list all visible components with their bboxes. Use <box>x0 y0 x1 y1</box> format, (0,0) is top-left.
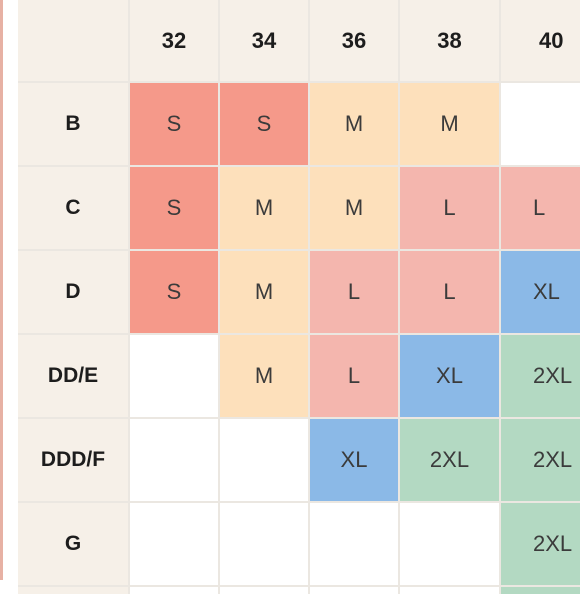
size-cell: M <box>220 167 308 249</box>
empty-cell <box>130 503 218 585</box>
size-cell: XL <box>501 251 580 333</box>
row-header: DD/E <box>18 335 128 417</box>
partial-row-cell <box>130 587 218 594</box>
empty-cell <box>501 83 580 165</box>
size-cell: M <box>220 335 308 417</box>
size-cell: 2XL <box>501 335 580 417</box>
empty-cell <box>310 503 398 585</box>
size-cell: L <box>310 335 398 417</box>
column-header: 32 <box>130 0 218 81</box>
size-cell: 2XL <box>501 503 580 585</box>
partial-row-cell <box>220 587 308 594</box>
column-header: 40 <box>501 0 580 81</box>
size-cell: M <box>400 83 499 165</box>
size-cell: S <box>130 251 218 333</box>
size-cell: M <box>220 251 308 333</box>
partial-row-cell <box>400 587 499 594</box>
size-cell: M <box>310 83 398 165</box>
row-header: DDD/F <box>18 419 128 501</box>
partial-row-cell <box>18 587 128 594</box>
row-header: B <box>18 83 128 165</box>
size-cell: XL <box>310 419 398 501</box>
empty-cell <box>400 503 499 585</box>
column-header: 36 <box>310 0 398 81</box>
empty-cell <box>130 335 218 417</box>
column-header: 38 <box>400 0 499 81</box>
size-cell: L <box>400 251 499 333</box>
size-cell: 2XL <box>400 419 499 501</box>
size-cell: 2XL <box>501 419 580 501</box>
size-cell: M <box>310 167 398 249</box>
size-cell: L <box>310 251 398 333</box>
size-cell: S <box>130 83 218 165</box>
row-header: C <box>18 167 128 249</box>
row-header: D <box>18 251 128 333</box>
size-cell: L <box>400 167 499 249</box>
empty-cell <box>220 503 308 585</box>
size-chart-table: 32 34 36 38 40 B S S M M C S M M L L D S M L L XL DD/E M L X… <box>18 0 580 594</box>
left-edge-rule <box>0 0 3 580</box>
size-cell: S <box>220 83 308 165</box>
row-header: G <box>18 503 128 585</box>
empty-cell <box>130 419 218 501</box>
column-header: 34 <box>220 0 308 81</box>
size-cell: L <box>501 167 580 249</box>
corner-cell <box>18 0 128 81</box>
partial-row-cell <box>501 587 580 594</box>
partial-row-cell <box>310 587 398 594</box>
size-cell: S <box>130 167 218 249</box>
left-margin <box>3 0 18 580</box>
empty-cell <box>220 419 308 501</box>
size-cell: XL <box>400 335 499 417</box>
